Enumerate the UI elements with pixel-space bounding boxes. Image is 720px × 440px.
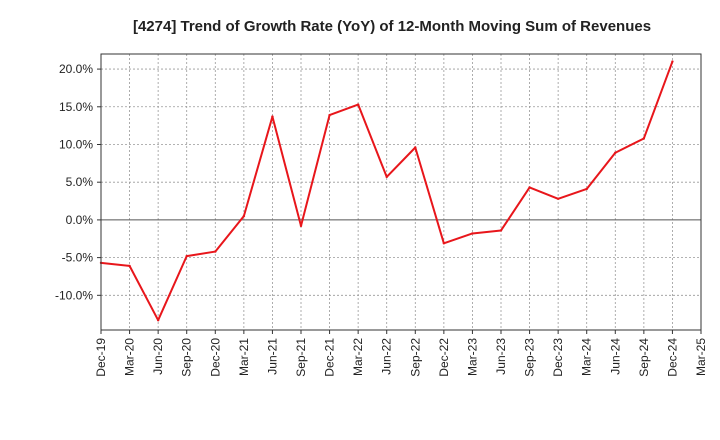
x-tick-label: Mar-20 [123, 338, 137, 376]
data-point [156, 318, 160, 322]
data-point [356, 103, 360, 106]
data-point [242, 214, 246, 218]
y-tick-label: -5.0% [62, 251, 94, 265]
x-tick-label: Jun-22 [380, 338, 394, 375]
x-axis-ticks: Dec-19 Mar-20 Jun-20 Sep-20 Dec-20 Mar-21 Jun-… [94, 330, 708, 377]
data-point [528, 186, 531, 189]
y-tick-label: 15.0% [59, 100, 93, 114]
x-tick-label: Dec-20 [208, 338, 222, 377]
y-tick-label: 20.0% [59, 62, 93, 76]
y-tick-label: 5.0% [66, 175, 94, 189]
y-tick-label: -10.0% [55, 288, 93, 302]
x-tick-label: Mar-23 [465, 338, 479, 376]
x-tick-label: Mar-21 [237, 338, 251, 376]
x-tick-label: Dec-21 [323, 338, 337, 377]
x-tick-label: Dec-19 [94, 338, 108, 377]
gridlines [100, 54, 702, 330]
y-axis-ticks: 20.0% 15.0% 10.0% 5.0% 0.0% -5.0% -10.0% [55, 62, 101, 302]
x-tick-label: Sep-24 [637, 338, 651, 377]
data-point [614, 151, 617, 154]
y-tick-label: 10.0% [59, 137, 93, 151]
x-tick-label: Sep-23 [523, 338, 537, 377]
data-point [556, 197, 560, 200]
data-point [385, 175, 388, 179]
data-point [128, 264, 131, 268]
data-point [271, 115, 274, 118]
data-point [471, 232, 474, 235]
data-point [185, 254, 188, 258]
data-point [499, 229, 503, 232]
series-layer [99, 60, 674, 322]
data-point [414, 146, 417, 149]
x-tick-label: Mar-25 [694, 338, 708, 376]
x-tick-label: Mar-24 [580, 338, 594, 376]
data-point [328, 113, 331, 117]
data-point [642, 137, 646, 140]
y-tick-label: 0.0% [66, 213, 94, 227]
data-point [671, 60, 674, 63]
x-tick-label: Mar-22 [351, 338, 365, 376]
x-tick-label: Sep-21 [294, 338, 308, 377]
x-tick-label: Dec-24 [665, 338, 679, 377]
x-tick-label: Jun-23 [494, 338, 508, 375]
x-tick-label: Dec-23 [551, 338, 565, 377]
x-tick-label: Sep-22 [408, 338, 422, 377]
x-tick-label: Jun-21 [265, 338, 279, 375]
data-point [442, 242, 446, 245]
plot-frame [100, 53, 702, 331]
x-tick-label: Jun-24 [608, 338, 622, 375]
chart-title: [4274] Trend of Growth Rate (YoY) of 12-… [133, 18, 651, 35]
x-tick-label: Sep-20 [180, 338, 194, 377]
data-point [299, 224, 303, 228]
x-tick-label: Jun-20 [151, 338, 165, 375]
data-point [214, 250, 217, 253]
x-tick-label: Dec-22 [437, 338, 451, 377]
data-point [585, 187, 588, 191]
